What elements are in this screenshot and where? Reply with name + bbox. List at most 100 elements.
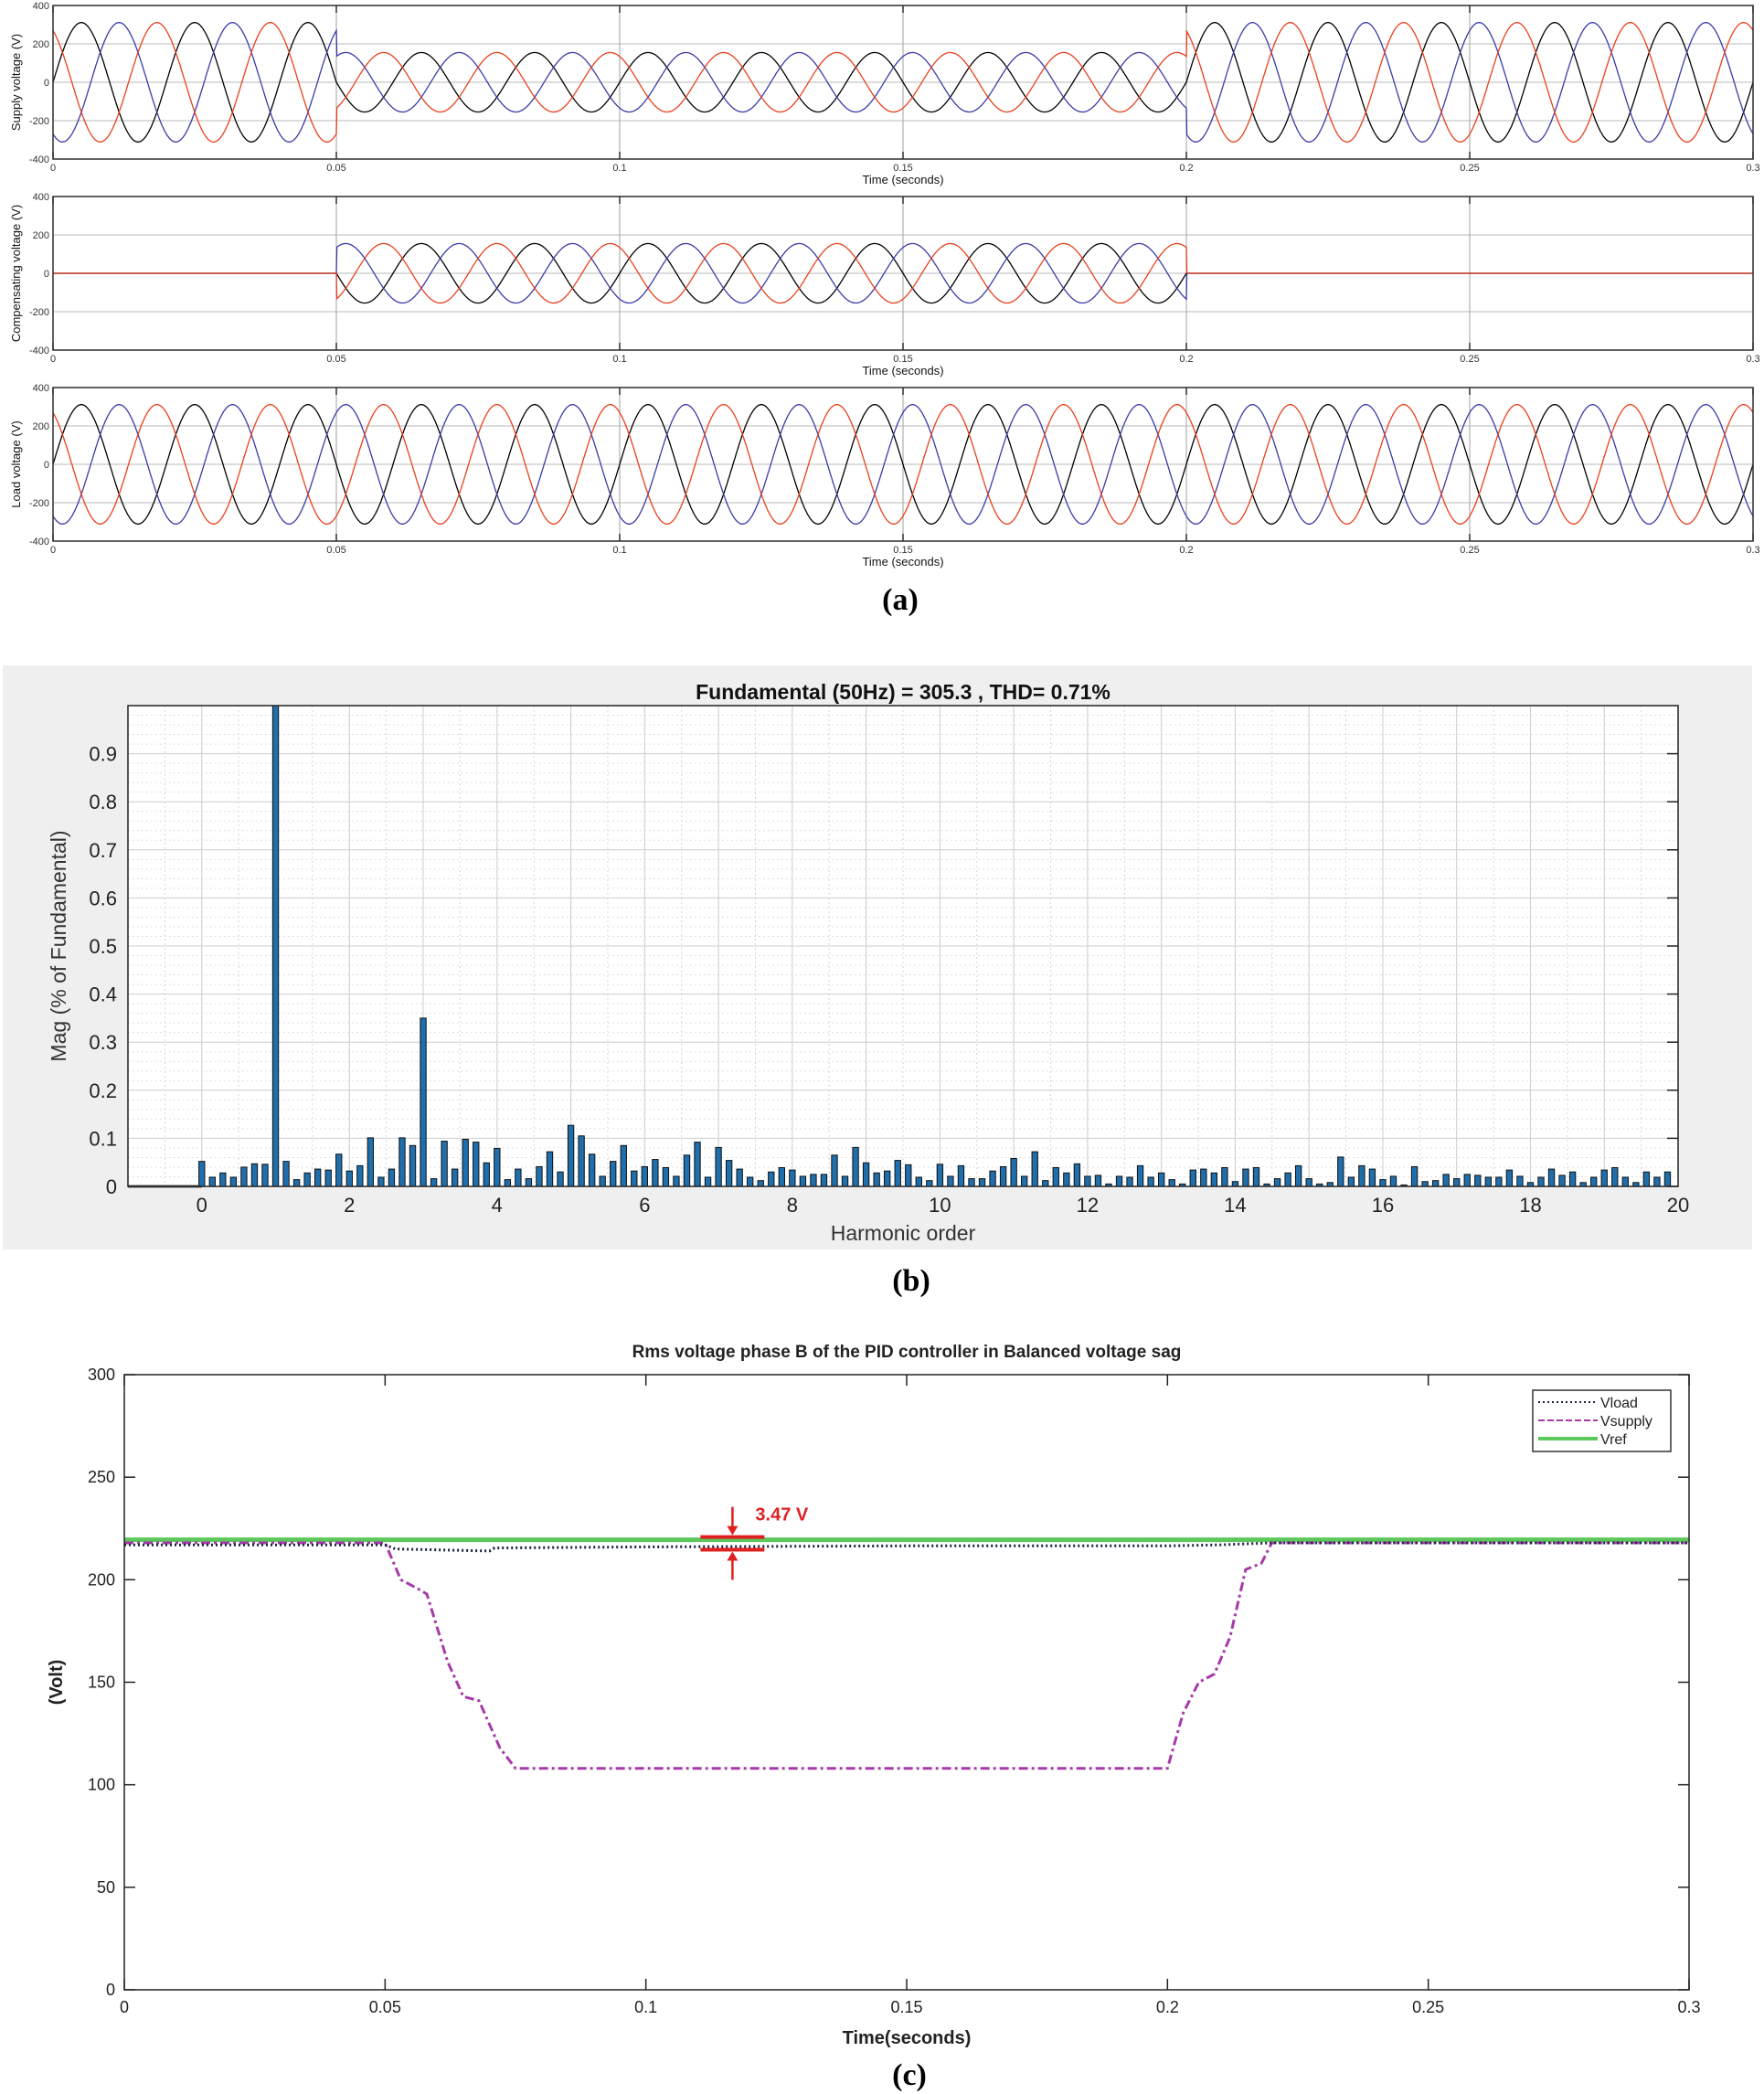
- y-axis-label: (Volt): [47, 1660, 67, 1706]
- bar-harmonic-10: [303, 1172, 311, 1187]
- bar-harmonic-109: [1347, 1176, 1355, 1187]
- chart-title: Rms voltage phase B of the PID controlle…: [632, 1343, 1182, 1362]
- bar-harmonic-36: [578, 1135, 585, 1187]
- y-tick-label: 0.6: [89, 887, 117, 909]
- y-tick-label: 0: [44, 460, 49, 471]
- bar-harmonic-29: [504, 1179, 512, 1187]
- x-tick-label: 0: [120, 1998, 129, 2016]
- x-tick-label: 0.3: [1746, 545, 1759, 556]
- bar-harmonic-59: [820, 1174, 828, 1187]
- bar-harmonic-68: [915, 1176, 922, 1187]
- bar-harmonic-18: [388, 1168, 396, 1187]
- x-tick-label: 0.2: [1179, 163, 1193, 174]
- bar-harmonic-90: [1147, 1176, 1154, 1187]
- subplot-2: -400 -200 0 200 400 0 0.05 0.1 0.15 0.2 0.25 0.3 Tim…: [9, 192, 1760, 377]
- bar-harmonic-87: [1115, 1175, 1123, 1187]
- y-tick-label: 400: [33, 192, 49, 203]
- x-tick-label: 0.25: [1460, 545, 1479, 556]
- bar-harmonic-28: [494, 1147, 501, 1187]
- bar-harmonic-123: [1495, 1176, 1503, 1187]
- bar-harmonic-83: [1073, 1163, 1081, 1187]
- bar-harmonic-13: [335, 1153, 343, 1187]
- bar-harmonic-65: [884, 1170, 891, 1187]
- waveform-phase-2: [52, 404, 1754, 525]
- bar-harmonic-48: [704, 1176, 712, 1187]
- bar-harmonic-138: [1653, 1176, 1661, 1187]
- bar-harmonic-89: [1136, 1164, 1144, 1187]
- bar-harmonic-25: [462, 1138, 469, 1187]
- y-tick-label: 0: [106, 1981, 115, 1999]
- y-tick-label: 400: [33, 1, 49, 12]
- y-tick-label: 0: [44, 269, 49, 280]
- y-tick-label: 0.7: [89, 839, 117, 862]
- y-tick-label: 0: [106, 1175, 117, 1198]
- x-tick-label: 0.15: [893, 163, 912, 174]
- x-tick-label: 0.25: [1412, 1998, 1444, 2016]
- bar-harmonic-73: [968, 1178, 975, 1187]
- panel-label-c: (c): [892, 2058, 927, 2092]
- x-tick-label: 0: [50, 163, 56, 174]
- panel-c: 0 0.05 0.1 0.15 0.2 0.25 0.3 0 50 100 150 200 250 300…: [47, 1343, 1701, 2048]
- bar-harmonic-103: [1284, 1172, 1291, 1187]
- y-tick-label: 200: [33, 230, 49, 241]
- bar-harmonic-134: [1611, 1166, 1619, 1187]
- bar-harmonic-98: [1231, 1181, 1239, 1187]
- bar-harmonic-56: [789, 1169, 796, 1187]
- bar-harmonic-85: [1094, 1175, 1102, 1187]
- bar-harmonic-84: [1084, 1175, 1091, 1187]
- bar-harmonic-22: [430, 1178, 438, 1187]
- y-tick-label: 150: [88, 1674, 115, 1692]
- x-tick-label: 12: [1077, 1194, 1099, 1217]
- bar-harmonic-82: [1063, 1172, 1070, 1187]
- x-tick-label: 18: [1519, 1194, 1541, 1217]
- bar-harmonic-62: [852, 1146, 859, 1187]
- chart-title: Fundamental (50Hz) = 305.3 , THD= 0.71%: [696, 680, 1110, 704]
- bar-harmonic-0: [198, 1161, 206, 1187]
- x-tick-label: 2: [344, 1194, 355, 1217]
- bar-harmonic-8: [282, 1161, 290, 1187]
- bar-harmonic-46: [683, 1154, 691, 1187]
- y-tick-label: 100: [88, 1776, 115, 1794]
- bar-harmonic-127: [1537, 1176, 1545, 1187]
- bar-harmonic-72: [957, 1164, 965, 1187]
- x-tick-label: 0.25: [1460, 354, 1479, 365]
- bar-harmonic-124: [1505, 1169, 1514, 1187]
- waveform-phase-1: [52, 22, 1754, 143]
- y-tick-label: -400: [29, 154, 49, 165]
- bar-harmonic-69: [926, 1180, 933, 1187]
- bar-harmonic-31: [525, 1178, 533, 1187]
- bar-harmonic-104: [1294, 1164, 1302, 1187]
- bar-harmonic-21: [420, 1017, 427, 1187]
- bar-harmonic-120: [1463, 1174, 1471, 1187]
- bar-harmonic-125: [1516, 1175, 1524, 1187]
- legend-label-vsupply: Vsupply: [1600, 1414, 1652, 1430]
- x-tick-label: 10: [929, 1194, 951, 1217]
- axes-frame: [52, 196, 1754, 351]
- bar-harmonic-47: [694, 1142, 701, 1187]
- bar-harmonic-49: [715, 1146, 722, 1187]
- y-tick-label: 0.2: [89, 1079, 117, 1102]
- bar-harmonic-102: [1273, 1178, 1281, 1187]
- x-axis-label: Time(seconds): [843, 2028, 972, 2048]
- subplot-3: -400 -200 0 200 400 0 0.05 0.1 0.15 0.2 0.25 0.3 Tim…: [9, 383, 1760, 569]
- y-axis-label: Mag (% of Fundamental): [47, 830, 70, 1061]
- bar-harmonic-75: [989, 1170, 996, 1187]
- bar-harmonic-24: [451, 1168, 459, 1187]
- bar-harmonic-81: [1052, 1166, 1059, 1187]
- bar-harmonic-133: [1600, 1169, 1608, 1187]
- waveform-phase-1: [52, 404, 1754, 525]
- waveform-phase-3: [52, 404, 1754, 525]
- waveform-phase-3: [53, 242, 1753, 304]
- bar-harmonic-58: [810, 1174, 817, 1187]
- y-tick-label: 300: [88, 1366, 115, 1384]
- bar-harmonic-121: [1474, 1175, 1482, 1187]
- bar-harmonic-39: [610, 1161, 617, 1187]
- y-tick-label: -200: [29, 307, 49, 318]
- y-tick-label: 200: [33, 39, 49, 50]
- bar-harmonic-34: [557, 1171, 564, 1187]
- axes-frame: [52, 387, 1754, 542]
- bar-harmonic-26: [473, 1142, 480, 1187]
- x-tick-label: 0.05: [326, 354, 345, 365]
- panel-label-b: (b): [892, 1264, 930, 1298]
- x-tick-label: 0.05: [326, 163, 345, 174]
